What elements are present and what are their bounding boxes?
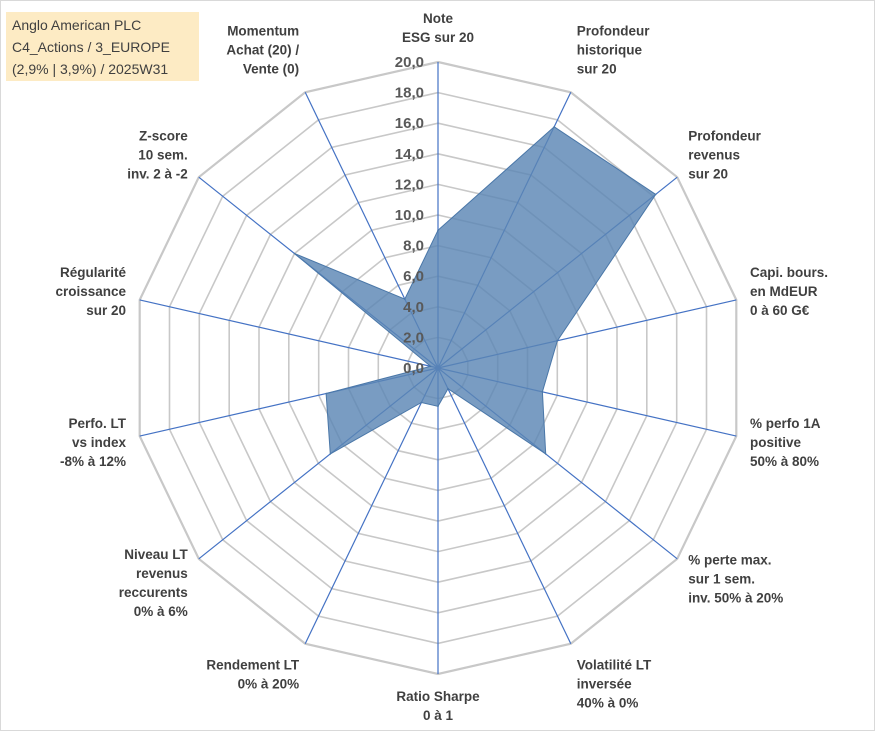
data-point [447, 387, 449, 390]
data-point [293, 252, 296, 255]
axis-label-line: inv. 2 à -2 [127, 167, 188, 182]
axis-label-line: 0 à 1 [423, 708, 454, 723]
axis-label-line: 0 à 60 G€ [750, 303, 810, 318]
axis-label-line: inv. 50% à 20% [688, 591, 783, 606]
axis-label-line: % perte max. [688, 553, 771, 568]
data-point [420, 401, 423, 404]
category-labels: Note ESG sur 20 Profondeur historique sur 20… [55, 11, 828, 723]
axis-label-line: sur 20 [577, 62, 617, 77]
data-point [329, 453, 332, 455]
title-category: C4_Actions / 3_EUROPE [12, 39, 170, 55]
axis-label-line: historique [577, 43, 643, 58]
axis-label-line: Régularité [60, 265, 127, 280]
title-box: Anglo American PLC C4_Actions / 3_EUROPE… [6, 12, 199, 81]
axis-label: Capi. bours. en MdEUR 0 à 60 G€ [750, 265, 828, 318]
axis-label-line: en MdEUR [750, 284, 818, 299]
data-point [556, 340, 559, 342]
axis-label: Profondeur revenus sur 20 [688, 129, 761, 182]
axis-label-line: Vente (0) [243, 62, 299, 77]
axis-label-line: Momentum [227, 24, 299, 39]
axis-label: Régularité croissance sur 20 [55, 265, 126, 318]
tick-label: 4,0 [403, 299, 424, 316]
axis-label: Volatilité LT inversée 40% à 0% [577, 657, 652, 710]
tick-label: 16,0 [395, 115, 424, 132]
axis-spoke [437, 367, 572, 644]
tick-label: 8,0 [403, 238, 424, 255]
title-company: Anglo American PLC [12, 17, 142, 33]
axis-label-line: sur 20 [688, 167, 728, 182]
tick-label: 14,0 [395, 146, 424, 163]
radar-series [293, 126, 657, 455]
axis-label-line: sur 20 [86, 303, 126, 318]
axis-label-line: Achat (20) / [226, 43, 299, 58]
axis-label-line: revenus [688, 148, 740, 163]
axis-spoke [304, 367, 439, 644]
axis-label-line: Note [423, 11, 453, 26]
axis-label-line: Profondeur [577, 24, 650, 39]
axis-label: Z-score 10 sem. inv. 2 à -2 [127, 129, 188, 182]
axis-label-line: Rendement LT [206, 657, 300, 672]
data-point [429, 365, 432, 368]
axis-label: Ratio Sharpe 0 à 1 [396, 689, 480, 723]
tick-label: 18,0 [395, 85, 424, 102]
data-point [404, 298, 406, 300]
axis-label-line: 0% à 6% [134, 604, 188, 619]
axis-label-line: vs index [72, 435, 127, 450]
axis-label-line: -8% à 12% [60, 454, 126, 469]
tick-label: 12,0 [395, 176, 424, 193]
axis-label-line: positive [750, 435, 802, 450]
axis-label: Rendement LT 0% à 20% [206, 657, 300, 691]
radial-tick-labels: 0,0 2,0 4,0 6,0 8,0 10,0 12,0 14,0 16,0 18,0 20,0 [395, 54, 424, 377]
axis-label-line: reccurents [119, 585, 188, 600]
axis-label: Note ESG sur 20 [402, 11, 474, 45]
axis-label-line: inversée [577, 676, 632, 691]
axis-label-line: ESG sur 20 [402, 30, 474, 45]
axis-label-line: 0% à 20% [238, 676, 300, 691]
title-rates-week: (2,9% | 3,9%) / 2025W31 [12, 61, 169, 77]
data-point [654, 193, 657, 196]
tick-label: 20,0 [395, 54, 424, 71]
axis-label-line: % perfo 1A [750, 416, 821, 431]
tick-label: 0,0 [403, 360, 424, 377]
axis-label-line: revenus [136, 566, 188, 581]
axis-label: Momentum Achat (20) / Vente (0) [226, 24, 299, 77]
axis-label-line: Ratio Sharpe [396, 689, 480, 704]
axis-label-line: croissance [55, 284, 126, 299]
axis-label-line: Z-score [139, 129, 188, 144]
axis-label: % perte max. sur 1 sem. inv. 50% à 20% [688, 553, 783, 606]
axis-label: Profondeur historique sur 20 [577, 24, 650, 77]
axis-label-line: 40% à 0% [577, 695, 639, 710]
tick-label: 2,0 [403, 329, 424, 346]
axis-label-line: Perfo. LT [68, 416, 126, 431]
data-point [553, 126, 555, 128]
data-point [544, 453, 547, 455]
axis-label-line: Capi. bours. [750, 265, 828, 280]
data-point [325, 392, 327, 395]
data-point [437, 229, 439, 232]
axis-spoke [139, 299, 439, 369]
tick-label: 6,0 [403, 268, 424, 285]
axis-label-line: Volatilité LT [577, 657, 652, 672]
axis-label: Niveau LT revenus reccurents 0% à 6% [119, 547, 189, 619]
axis-label-line: sur 1 sem. [688, 572, 755, 587]
axis-label-line: Niveau LT [124, 547, 188, 562]
axis-label: % perfo 1A positive 50% à 80% [750, 416, 821, 469]
axis-label-line: Profondeur [688, 129, 761, 144]
data-point [437, 405, 439, 408]
data-point [541, 391, 544, 393]
axis-label: Perfo. LT vs index -8% à 12% [60, 416, 127, 469]
axis-label-line: 50% à 80% [750, 454, 819, 469]
axis-label-line: 10 sem. [138, 148, 188, 163]
tick-label: 10,0 [395, 207, 424, 224]
